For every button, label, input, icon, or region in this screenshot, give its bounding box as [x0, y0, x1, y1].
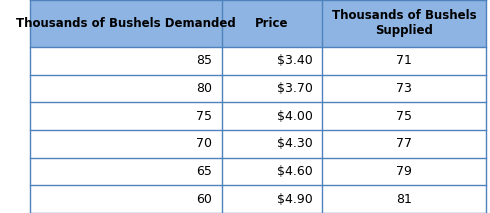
Text: 85: 85	[196, 54, 213, 67]
Text: Thousands of Bushels
Supplied: Thousands of Bushels Supplied	[332, 9, 476, 37]
Text: 75: 75	[396, 109, 412, 123]
FancyBboxPatch shape	[221, 47, 322, 75]
Text: 77: 77	[396, 137, 412, 150]
FancyBboxPatch shape	[322, 185, 486, 213]
FancyBboxPatch shape	[322, 75, 486, 102]
Text: $4.00: $4.00	[277, 109, 313, 123]
Text: 81: 81	[396, 193, 412, 206]
FancyBboxPatch shape	[322, 0, 486, 47]
FancyBboxPatch shape	[221, 0, 322, 47]
FancyBboxPatch shape	[322, 130, 486, 158]
Text: 70: 70	[196, 137, 213, 150]
Text: $3.70: $3.70	[277, 82, 313, 95]
FancyBboxPatch shape	[30, 102, 221, 130]
FancyBboxPatch shape	[30, 75, 221, 102]
Text: 75: 75	[196, 109, 213, 123]
Text: Thousands of Bushels Demanded: Thousands of Bushels Demanded	[16, 17, 236, 30]
Text: 71: 71	[396, 54, 412, 67]
Text: 65: 65	[196, 165, 213, 178]
Text: 60: 60	[196, 193, 213, 206]
FancyBboxPatch shape	[221, 75, 322, 102]
Text: $4.60: $4.60	[277, 165, 313, 178]
Text: 79: 79	[396, 165, 412, 178]
FancyBboxPatch shape	[30, 47, 221, 75]
Text: 80: 80	[196, 82, 213, 95]
FancyBboxPatch shape	[322, 102, 486, 130]
Text: Price: Price	[255, 17, 289, 30]
FancyBboxPatch shape	[221, 185, 322, 213]
FancyBboxPatch shape	[30, 0, 221, 47]
FancyBboxPatch shape	[221, 130, 322, 158]
FancyBboxPatch shape	[30, 185, 221, 213]
FancyBboxPatch shape	[322, 47, 486, 75]
Text: 73: 73	[396, 82, 412, 95]
Text: $3.40: $3.40	[277, 54, 313, 67]
Text: $4.30: $4.30	[277, 137, 313, 150]
Text: $4.90: $4.90	[277, 193, 313, 206]
FancyBboxPatch shape	[221, 158, 322, 185]
FancyBboxPatch shape	[30, 158, 221, 185]
FancyBboxPatch shape	[221, 102, 322, 130]
FancyBboxPatch shape	[30, 130, 221, 158]
FancyBboxPatch shape	[322, 158, 486, 185]
